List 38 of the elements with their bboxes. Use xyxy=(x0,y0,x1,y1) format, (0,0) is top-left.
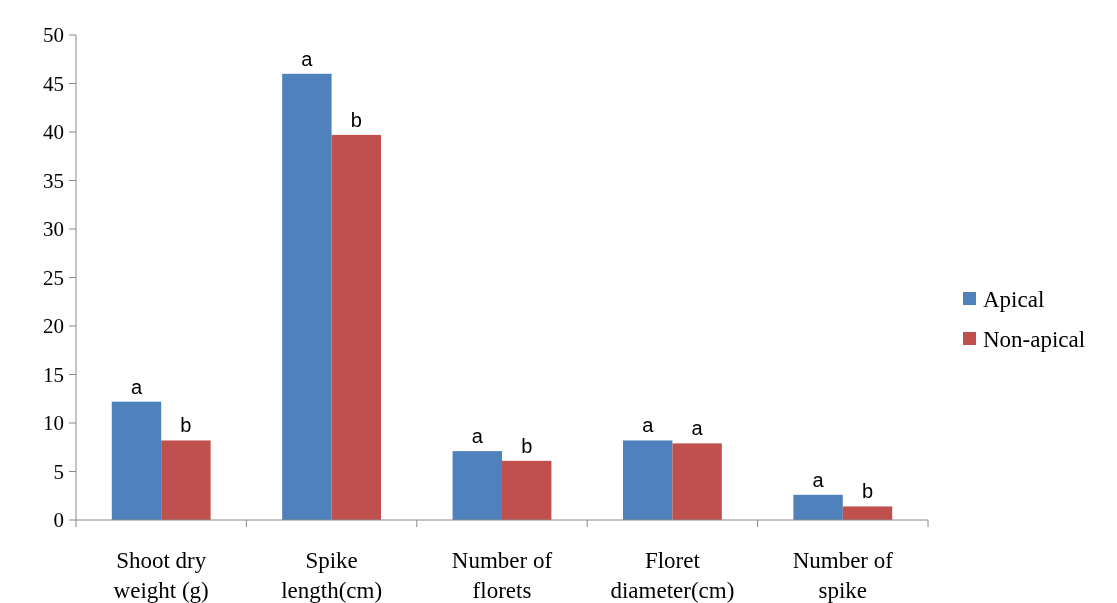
x-tick-label: Shoot dry weight (g) xyxy=(113,548,209,603)
data-label: a xyxy=(471,425,484,448)
bar xyxy=(502,460,552,520)
y-tick-label: 40 xyxy=(43,120,64,145)
data-label: a xyxy=(691,417,704,440)
data-label: b xyxy=(521,434,533,457)
bar xyxy=(793,494,843,520)
bar xyxy=(622,440,673,520)
bar xyxy=(282,73,332,520)
legend-label: Apical xyxy=(983,287,1045,313)
x-tick-label: Number of spike xyxy=(792,548,894,603)
bar xyxy=(842,506,893,520)
y-tick-label: 35 xyxy=(43,168,64,193)
y-tick-label: 5 xyxy=(53,459,64,484)
y-tick-label: 25 xyxy=(43,265,64,290)
y-tick-label: 0 xyxy=(53,508,64,533)
y-tick-label: 20 xyxy=(43,314,64,339)
bar xyxy=(331,134,382,520)
data-label: a xyxy=(812,468,825,491)
bar xyxy=(452,451,502,520)
x-tick-label: Number of florets xyxy=(451,548,553,603)
bar xyxy=(672,443,722,520)
data-label: a xyxy=(130,375,143,398)
data-label: b xyxy=(861,480,874,503)
y-tick-label: 45 xyxy=(43,71,64,96)
y-tick-label: 30 xyxy=(43,217,64,242)
data-label: a xyxy=(642,414,655,437)
x-tick-label: Floret diameter(cm) xyxy=(610,548,735,603)
x-tick-label: Spike length(cm) xyxy=(281,548,383,603)
y-tick-label: 15 xyxy=(43,362,64,387)
bar xyxy=(111,401,162,520)
data-label: a xyxy=(301,47,314,70)
data-label: b xyxy=(180,414,192,437)
y-tick-label: 50 xyxy=(43,23,64,48)
legend-label: Non-apical xyxy=(983,327,1086,353)
bar xyxy=(161,440,211,520)
y-tick-label: 10 xyxy=(43,411,64,436)
data-label: b xyxy=(350,108,362,131)
